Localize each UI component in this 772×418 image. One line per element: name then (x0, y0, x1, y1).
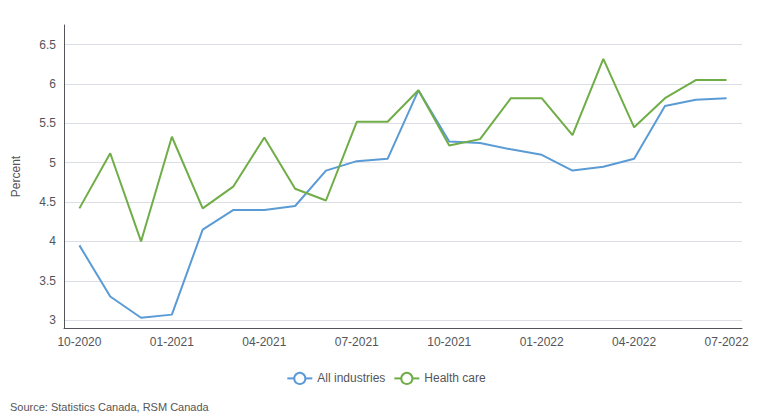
svg-text:6: 6 (49, 77, 56, 91)
svg-text:4.5: 4.5 (39, 195, 56, 209)
svg-text:Percent: Percent (9, 155, 23, 197)
svg-text:10-2021: 10-2021 (427, 335, 471, 349)
svg-text:07-2021: 07-2021 (335, 335, 379, 349)
svg-text:6.5: 6.5 (39, 38, 56, 52)
svg-text:3: 3 (49, 313, 56, 327)
svg-text:All industries: All industries (317, 371, 385, 385)
svg-text:5: 5 (49, 156, 56, 170)
svg-text:3.5: 3.5 (39, 274, 56, 288)
svg-text:10-2020: 10-2020 (57, 335, 101, 349)
svg-text:07-2022: 07-2022 (705, 335, 749, 349)
svg-text:01-2022: 01-2022 (520, 335, 564, 349)
svg-text:4: 4 (49, 234, 56, 248)
svg-text:01-2021: 01-2021 (150, 335, 194, 349)
svg-text:04-2022: 04-2022 (612, 335, 656, 349)
svg-text:Health care: Health care (424, 371, 486, 385)
svg-text:5.5: 5.5 (39, 116, 56, 130)
svg-text:04-2021: 04-2021 (242, 335, 286, 349)
svg-text:Source: Statistics Canada, RSM: Source: Statistics Canada, RSM Canada (10, 401, 210, 413)
